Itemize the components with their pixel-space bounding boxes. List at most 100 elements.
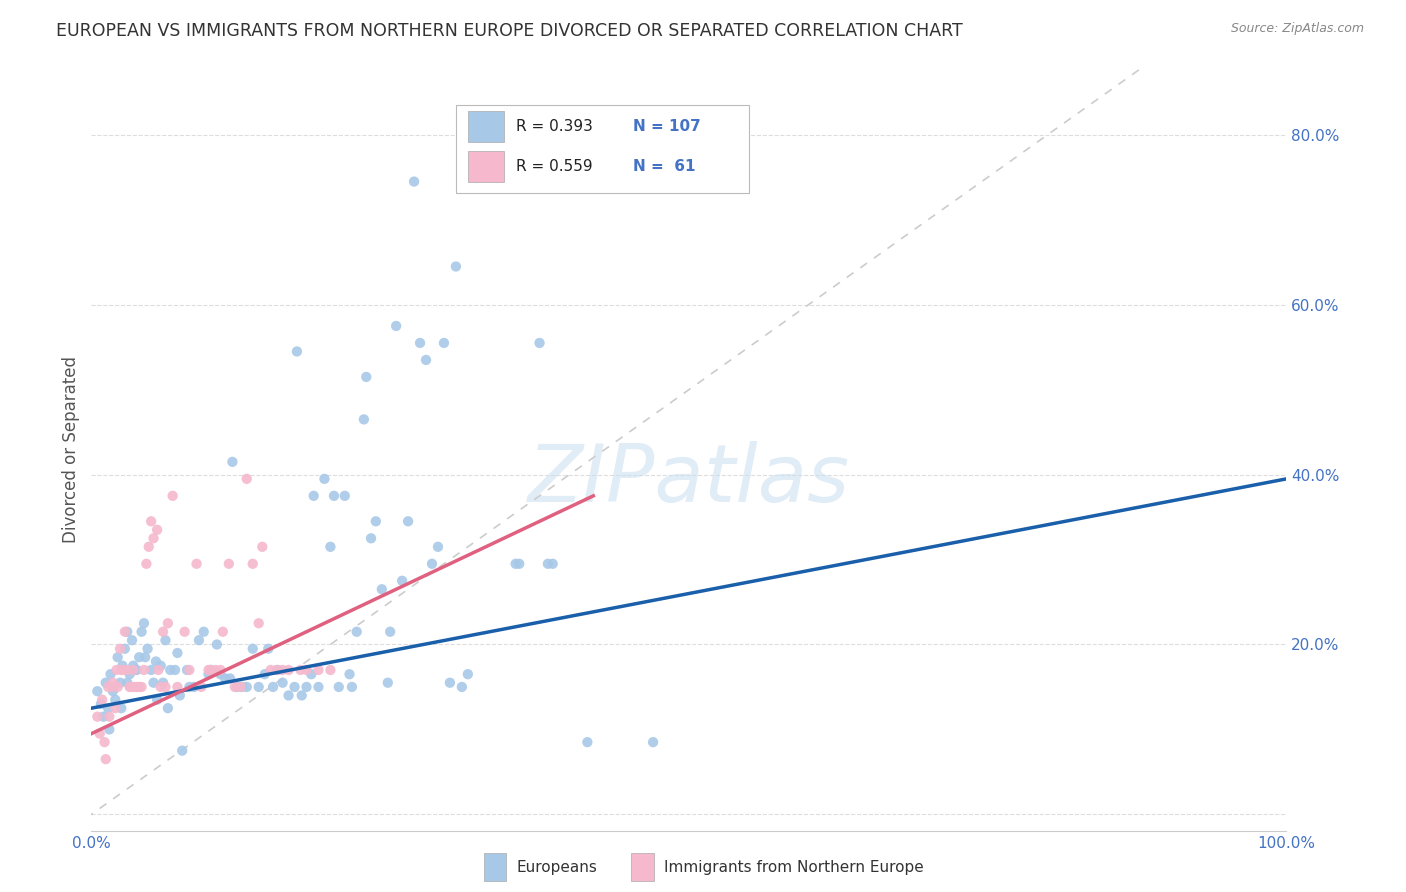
Point bbox=[135, 557, 157, 571]
Point bbox=[444, 260, 467, 274]
Point bbox=[378, 624, 402, 639]
Point bbox=[247, 680, 270, 694]
Point bbox=[235, 680, 259, 694]
Point bbox=[146, 523, 169, 537]
Point bbox=[262, 680, 284, 694]
Point bbox=[450, 680, 472, 694]
Point bbox=[307, 663, 329, 677]
Point bbox=[115, 624, 138, 639]
Point bbox=[101, 684, 124, 698]
Point bbox=[156, 701, 179, 715]
Point bbox=[108, 675, 131, 690]
Point bbox=[146, 692, 169, 706]
Point bbox=[98, 723, 121, 737]
Point bbox=[176, 663, 198, 677]
Point bbox=[125, 663, 148, 677]
Point bbox=[159, 663, 181, 677]
Point bbox=[433, 335, 456, 350]
Point bbox=[508, 557, 530, 571]
Point bbox=[291, 689, 314, 703]
Point bbox=[179, 680, 201, 694]
Point bbox=[97, 701, 120, 715]
Point bbox=[200, 663, 222, 677]
Point bbox=[120, 680, 142, 694]
Point bbox=[142, 675, 165, 690]
Point bbox=[98, 709, 121, 723]
Point bbox=[118, 667, 141, 681]
Point bbox=[86, 684, 108, 698]
Point bbox=[333, 489, 356, 503]
Point bbox=[169, 689, 191, 703]
Point bbox=[141, 663, 162, 677]
Point bbox=[122, 658, 145, 673]
Point bbox=[641, 735, 664, 749]
Point bbox=[132, 663, 155, 677]
Point bbox=[391, 574, 413, 588]
Point bbox=[149, 658, 172, 673]
Point bbox=[132, 616, 155, 631]
Point bbox=[354, 370, 377, 384]
Point bbox=[415, 353, 437, 368]
Point bbox=[183, 680, 205, 694]
Point bbox=[197, 663, 219, 677]
Point bbox=[156, 616, 179, 631]
Text: N = 107: N = 107 bbox=[633, 119, 700, 134]
Point bbox=[94, 752, 117, 766]
Point bbox=[295, 680, 318, 694]
Point bbox=[173, 624, 195, 639]
Point bbox=[104, 701, 127, 715]
Point bbox=[179, 663, 201, 677]
Point bbox=[319, 540, 342, 554]
Point bbox=[131, 624, 153, 639]
Point bbox=[323, 489, 346, 503]
Point bbox=[107, 680, 129, 694]
Point bbox=[190, 680, 212, 694]
Text: Source: ZipAtlas.com: Source: ZipAtlas.com bbox=[1230, 22, 1364, 36]
Point bbox=[125, 680, 148, 694]
Point bbox=[93, 735, 115, 749]
Point bbox=[114, 641, 136, 656]
Point bbox=[148, 663, 170, 677]
Point bbox=[209, 663, 232, 677]
Point bbox=[108, 641, 131, 656]
Point bbox=[218, 557, 240, 571]
Y-axis label: Divorced or Separated: Divorced or Separated bbox=[62, 356, 80, 542]
Point bbox=[110, 663, 132, 677]
Text: Europeans: Europeans bbox=[516, 860, 598, 874]
Point bbox=[259, 663, 281, 677]
Text: N =  61: N = 61 bbox=[633, 159, 696, 174]
Point bbox=[576, 735, 599, 749]
Point bbox=[377, 675, 399, 690]
Point bbox=[193, 624, 215, 639]
Point bbox=[364, 514, 387, 528]
Point bbox=[110, 701, 132, 715]
Point bbox=[229, 680, 252, 694]
Point bbox=[284, 680, 307, 694]
Point bbox=[211, 624, 233, 639]
Point bbox=[409, 335, 432, 350]
Point bbox=[346, 624, 368, 639]
Text: R = 0.393: R = 0.393 bbox=[516, 119, 592, 134]
Point bbox=[267, 663, 290, 677]
Text: R = 0.559: R = 0.559 bbox=[516, 159, 592, 174]
Point bbox=[285, 344, 308, 359]
Text: ZIPatlas: ZIPatlas bbox=[527, 441, 851, 519]
Point bbox=[247, 616, 270, 631]
FancyBboxPatch shape bbox=[456, 105, 748, 193]
Point bbox=[152, 624, 174, 639]
Point bbox=[97, 680, 120, 694]
Point bbox=[152, 675, 174, 690]
Point bbox=[541, 557, 564, 571]
Point bbox=[339, 667, 361, 681]
Point bbox=[100, 667, 122, 681]
Point bbox=[94, 675, 117, 690]
Point bbox=[107, 650, 129, 665]
Point bbox=[252, 540, 274, 554]
Point bbox=[231, 680, 253, 694]
Point bbox=[396, 514, 419, 528]
Point bbox=[277, 689, 299, 703]
Point bbox=[172, 744, 194, 758]
Point bbox=[111, 663, 134, 677]
Point bbox=[145, 655, 167, 669]
Point bbox=[353, 412, 375, 426]
